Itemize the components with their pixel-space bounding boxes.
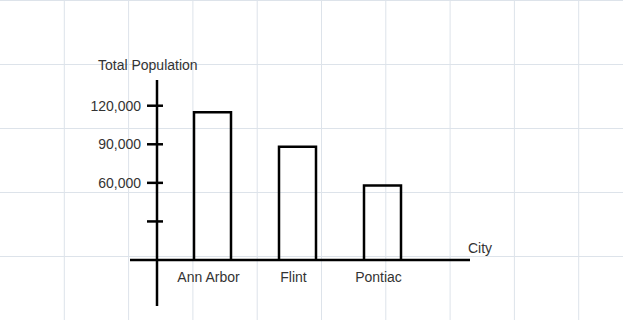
y-tick-label: 120,000 bbox=[90, 98, 141, 114]
graph-paper bbox=[0, 0, 623, 320]
y-tick bbox=[147, 104, 163, 107]
y-tick bbox=[147, 220, 163, 223]
paper-line bbox=[0, 256, 623, 257]
paper-line bbox=[578, 0, 579, 320]
paper-line bbox=[0, 192, 623, 193]
bar bbox=[194, 112, 231, 260]
x-axis-title: City bbox=[468, 240, 492, 256]
paper-line bbox=[514, 0, 515, 320]
paper-line bbox=[0, 0, 623, 1]
paper-line bbox=[0, 128, 623, 129]
paper-line bbox=[450, 0, 451, 320]
y-tick-label: 90,000 bbox=[98, 136, 141, 152]
x-tick-label: Ann Arbor bbox=[177, 269, 240, 285]
x-tick-label: Flint bbox=[280, 269, 307, 285]
y-axis-title: Total Population bbox=[98, 57, 198, 73]
bar bbox=[279, 147, 316, 260]
y-tick bbox=[147, 143, 163, 146]
y-axis bbox=[156, 80, 159, 306]
paper-line bbox=[128, 0, 129, 320]
paper-line bbox=[321, 0, 322, 320]
x-tick-label: Pontiac bbox=[355, 269, 402, 285]
chart: 60,000 90,000 120,000 Ann Arbor Flint Pontiac… bbox=[0, 0, 623, 320]
bars bbox=[194, 112, 401, 260]
bar bbox=[364, 185, 401, 260]
paper-line bbox=[0, 64, 623, 65]
y-tick-label: 60,000 bbox=[98, 175, 141, 191]
y-tick bbox=[147, 182, 163, 185]
paper-line bbox=[64, 0, 65, 320]
x-axis bbox=[130, 259, 470, 262]
paper-line bbox=[257, 0, 258, 320]
